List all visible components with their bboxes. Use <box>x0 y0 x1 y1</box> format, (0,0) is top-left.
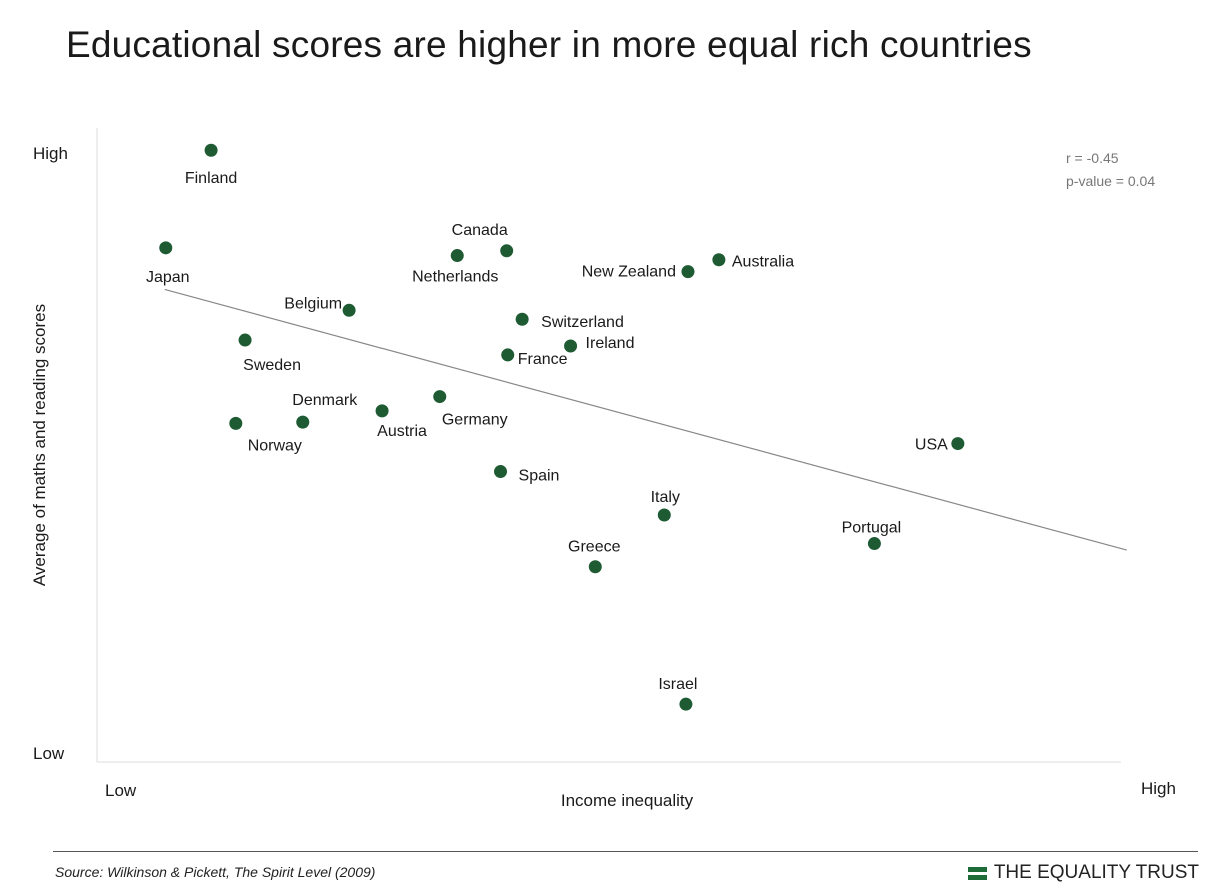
page-title: Educational scores are higher in more eq… <box>66 24 1032 65</box>
brand-name: THE EQUALITY TRUST <box>993 862 1199 883</box>
data-label-spain: Spain <box>519 468 560 485</box>
data-label-italy: Italy <box>651 489 680 506</box>
data-point-usa <box>951 437 965 451</box>
data-label-portugal: Portugal <box>842 520 902 537</box>
data-point-spain <box>494 465 508 479</box>
data-point-australia <box>712 253 726 267</box>
data-label-finland: Finland <box>185 170 237 187</box>
y-axis-label: Average of maths and reading scores <box>30 304 49 586</box>
data-label-greece: Greece <box>568 539 621 556</box>
data-point-ireland <box>564 339 578 353</box>
data-label-switzerland: Switzerland <box>541 314 624 331</box>
data-label-usa: USA <box>915 437 948 454</box>
data-point-switzerland <box>515 312 529 326</box>
data-point-canada <box>500 244 514 258</box>
data-label-belgium: Belgium <box>284 295 342 312</box>
y-tick-high: High <box>33 144 68 163</box>
brand-logo: THE EQUALITY TRUST <box>967 862 1199 884</box>
data-label-austria: Austria <box>377 423 427 440</box>
data-point-sweden <box>238 333 252 347</box>
data-point-japan <box>159 241 173 255</box>
data-labels: Finland Japan Canada Netherlands Australia Ne… <box>146 170 948 693</box>
x-tick-low: Low <box>105 781 137 800</box>
source-citation: Source: Wilkinson & Pickett, The Spirit … <box>55 864 376 880</box>
data-label-ireland: Ireland <box>586 335 635 352</box>
data-point-austria <box>375 404 389 418</box>
data-label-denmark: Denmark <box>292 392 358 409</box>
data-label-australia: Australia <box>732 254 794 271</box>
x-axis-label: Income inequality <box>561 791 694 810</box>
data-point-italy <box>657 508 671 522</box>
data-point-belgium <box>342 303 356 317</box>
data-point-greece <box>588 560 602 574</box>
data-point-norway <box>229 416 243 430</box>
equals-bars-icon <box>967 866 987 880</box>
data-label-france: France <box>518 351 568 368</box>
data-label-japan: Japan <box>146 269 190 286</box>
data-point-denmark <box>296 415 310 429</box>
data-label-new-zealand: New Zealand <box>582 264 676 281</box>
data-label-israel: Israel <box>658 676 697 693</box>
data-point-france <box>501 348 515 362</box>
data-label-germany: Germany <box>442 412 508 429</box>
data-label-canada: Canada <box>452 222 508 239</box>
data-point-new-zealand <box>681 265 695 279</box>
footer-divider <box>53 851 1198 852</box>
data-point-israel <box>679 697 693 711</box>
data-label-sweden: Sweden <box>243 357 301 374</box>
data-point-germany <box>433 390 447 404</box>
data-label-netherlands: Netherlands <box>412 269 498 286</box>
data-point-finland <box>204 143 218 157</box>
data-label-norway: Norway <box>248 437 302 454</box>
data-point-portugal <box>867 537 881 551</box>
data-points <box>159 143 965 711</box>
x-tick-high: High <box>1141 779 1176 798</box>
stat-annotation-r: r = -0.45 <box>1066 150 1119 166</box>
trend-line <box>164 288 1127 551</box>
y-tick-low: Low <box>33 744 65 763</box>
data-point-netherlands <box>450 249 464 263</box>
stat-annotation-p: p-value = 0.04 <box>1066 173 1155 189</box>
